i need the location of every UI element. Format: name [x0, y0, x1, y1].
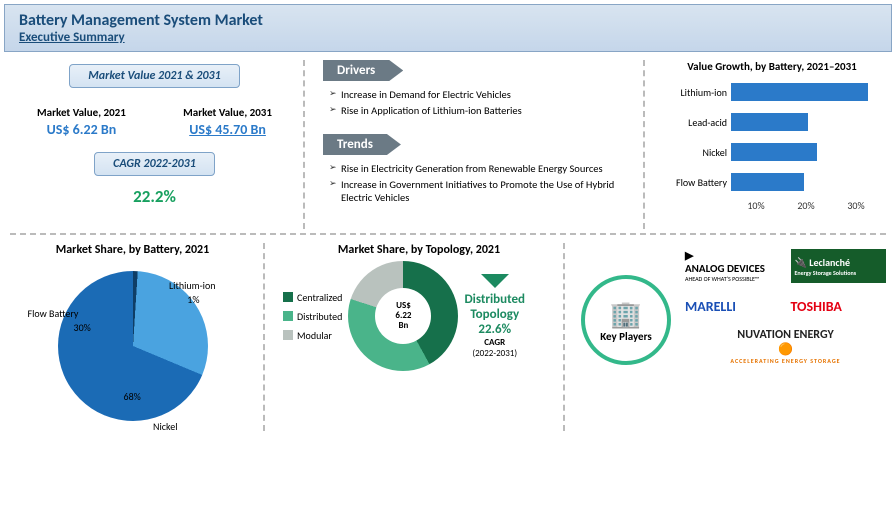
logo-grid: ▶ ANALOG DEVICESAHEAD OF WHAT'S POSSIBLE… [685, 249, 886, 363]
mv-badge: Market Value 2021 & 2031 [69, 64, 239, 88]
pie-pct-fb: 30% [74, 321, 91, 334]
market-value-panel: Market Value 2021 & 2031 Market Value, 2… [10, 60, 305, 229]
logo-marelli: MARELLI [685, 289, 781, 323]
drivers-list: Increase in Demand for Electric Vehicles… [323, 81, 635, 126]
drivers-header: Drivers [323, 60, 403, 81]
hbar-fill [731, 173, 804, 191]
value-growth-panel: Value Growth, by Battery, 2021–2031 Lith… [655, 60, 885, 229]
mv-2021-label: Market Value, 2021 [14, 106, 149, 119]
pie-label-fb: Flow Battery [28, 307, 79, 320]
mv-2021-value: US$ 6.22 Bn [14, 121, 149, 138]
mv-2031-value: US$ 45.70 Bn [160, 121, 295, 138]
topology-legend: Centralized Distributed Modular [283, 285, 342, 348]
legend-label: Distributed [297, 310, 342, 323]
hbar-fill [731, 113, 808, 131]
mv-2031-label: Market Value, 2031 [160, 106, 295, 119]
logo-analog-devices: ▶ ANALOG DEVICESAHEAD OF WHAT'S POSSIBLE… [685, 249, 781, 283]
pie-pct-ni: 68% [124, 390, 141, 403]
trends-list: Rise in Electricity Generation from Rene… [323, 155, 635, 213]
topology-panel: Market Share, by Topology, 2021 Centrali… [275, 243, 565, 431]
drivers-trends-panel: Drivers Increase in Demand for Electric … [315, 60, 645, 229]
value-growth-chart: Lithium-ionLead-acidNickelFlow Battery10… [663, 79, 881, 229]
topology-callout: Distributed Topology 22.6% CAGR (2022-20… [464, 274, 525, 359]
hbar-fill [731, 143, 817, 161]
header: Battery Management System Market Executi… [4, 4, 892, 52]
key-players-badge: 🏢 Key Players [581, 275, 671, 365]
pie-pct-li: 1% [187, 293, 199, 306]
logo-nuvation: NUVATION ENERGY 🟠ACCELERATING ENERGY STO… [685, 329, 886, 363]
cagr-badge: CAGR 2022-2031 [94, 152, 215, 176]
topology-title: Market Share, by Topology, 2021 [283, 243, 555, 257]
value-growth-title: Value Growth, by Battery, 2021–2031 [663, 60, 881, 73]
row-top: Market Value 2021 & 2031 Market Value, 2… [0, 52, 896, 229]
hbar-label: Lead-acid [663, 116, 731, 129]
logo-toshiba: TOSHIBA [791, 289, 887, 323]
pie-label-ni: Nickel [153, 420, 177, 433]
pie-label-li: Lithium-ion [169, 279, 216, 292]
page-subtitle: Executive Summary [19, 30, 877, 45]
pie-title: Market Share, by Battery, 2021 [10, 243, 255, 257]
buildings-icon: 🏢 [610, 298, 642, 330]
logo-leclanche: 🔌 LeclanchéEnergy Storage Solutions [791, 249, 887, 283]
chevron-down-icon [481, 274, 509, 288]
trend-item: Increase in Government Initiatives to Pr… [329, 178, 629, 204]
cagr-value: 22.2% [14, 186, 295, 207]
driver-item: Increase in Demand for Electric Vehicles [329, 88, 629, 101]
divider [10, 233, 886, 235]
driver-item: Rise in Application of Lithium-ion Batte… [329, 104, 629, 117]
hbar-label: Flow Battery [663, 176, 731, 189]
key-players-panel: 🏢 Key Players ▶ ANALOG DEVICESAHEAD OF W… [575, 243, 886, 431]
legend-label: Modular [297, 329, 332, 342]
trends-header: Trends [323, 134, 401, 155]
page-title: Battery Management System Market [19, 11, 877, 30]
trend-item: Rise in Electricity Generation from Rene… [329, 162, 629, 175]
hbar-fill [731, 83, 868, 101]
legend-label: Centralized [297, 291, 342, 304]
pie-panel: Market Share, by Battery, 2021 Lithium-i… [10, 243, 265, 431]
hbar-label: Nickel [663, 146, 731, 159]
row-bottom: Market Share, by Battery, 2021 Lithium-i… [0, 239, 896, 431]
hbar-label: Lithium-ion [663, 86, 731, 99]
